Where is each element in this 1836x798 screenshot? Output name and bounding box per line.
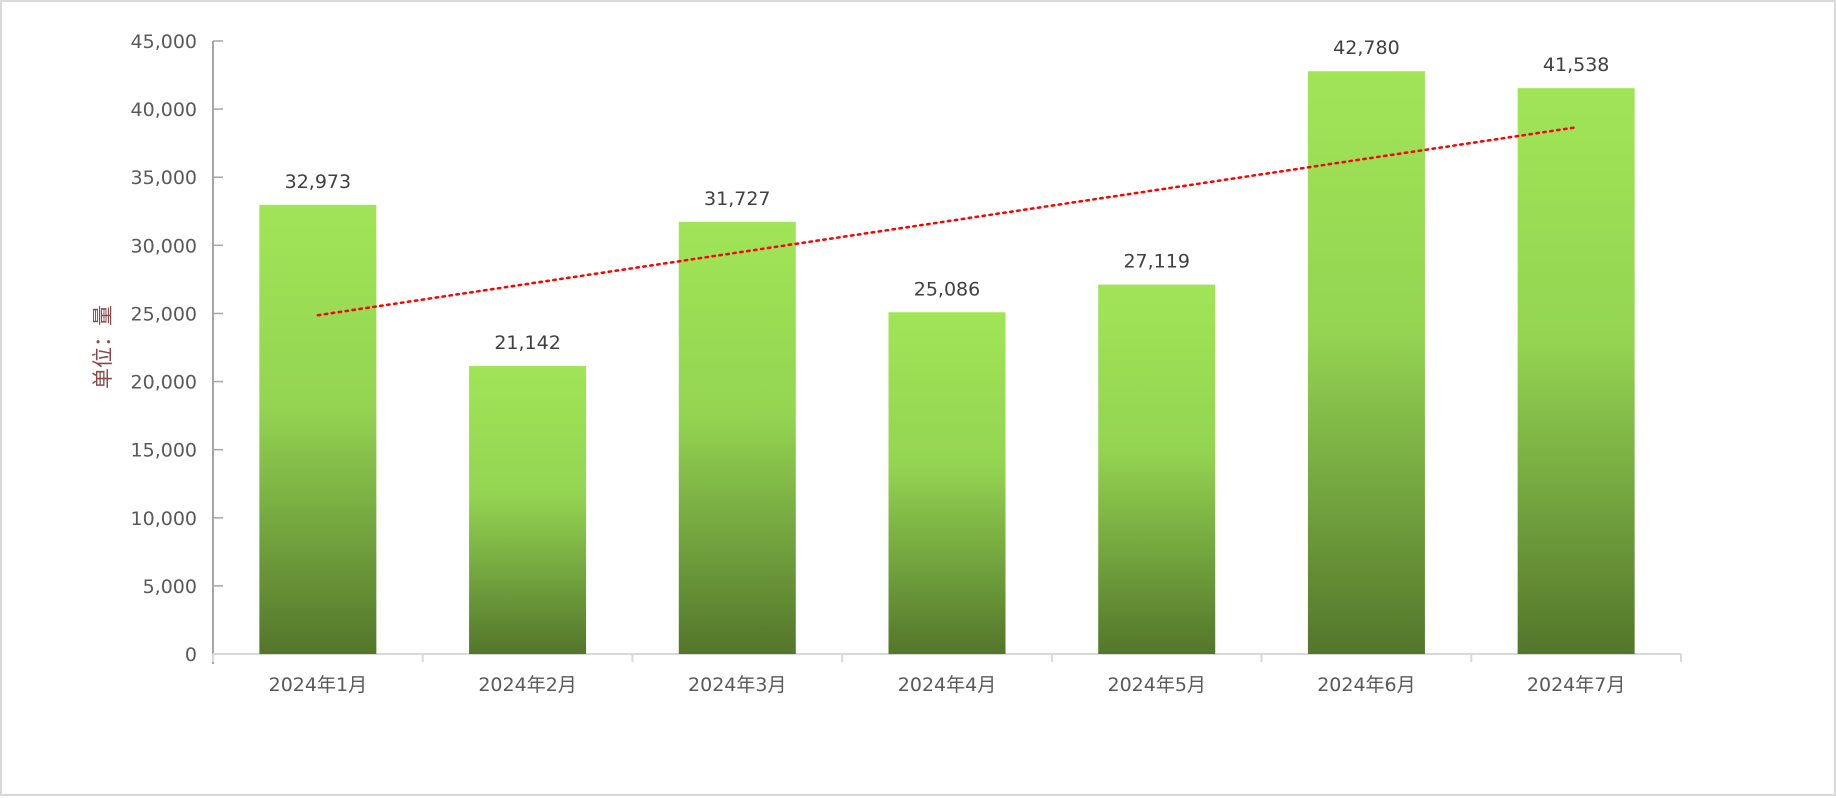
x-tick-label: 2024年6月 (1317, 674, 1415, 696)
y-tick-label: 10,000 (131, 508, 197, 530)
x-tick-label: 2024年7月 (1527, 674, 1625, 696)
y-tick-label: 15,000 (131, 440, 197, 462)
bar (1517, 88, 1635, 654)
data-label: 42,780 (1333, 37, 1399, 59)
bar (259, 204, 377, 654)
data-labels: 32,973 21,142 31,727 25,086 27,119 42,780 41,5… (285, 37, 1610, 354)
y-tick-label: 0 (185, 644, 197, 666)
x-tick-label: 2024年1月 (269, 674, 367, 696)
y-tick-label: 45,000 (131, 31, 197, 53)
x-tick-label: 2024年5月 (1107, 674, 1205, 696)
x-tick-label: 2024年4月 (898, 674, 996, 696)
y-tick-label: 35,000 (131, 167, 197, 189)
data-label: 25,086 (914, 278, 980, 300)
y-axis-title: 单位：量 (91, 305, 115, 389)
x-tick-label: 2024年2月 (478, 674, 576, 696)
y-tick-label: 20,000 (131, 372, 197, 394)
data-label: 31,727 (704, 188, 770, 210)
data-label: 27,119 (1123, 251, 1189, 273)
y-tick-label: 30,000 (131, 235, 197, 257)
bar (1307, 71, 1425, 654)
trendline-line (316, 126, 1578, 317)
bar (469, 365, 587, 654)
data-label: 32,973 (285, 171, 351, 193)
y-axis: 0 5,000 10,000 15,000 20,000 25,000 30,000 35,0… (131, 31, 223, 666)
bar (888, 312, 1006, 654)
bars (259, 71, 1635, 655)
y-tick-label: 5,000 (143, 576, 197, 598)
x-axis: 2024年1月 2024年2月 2024年3月 2024年4月 2024年5月 2024年… (212, 653, 1682, 696)
trendline (316, 126, 1578, 317)
bar (1098, 284, 1216, 654)
bar (678, 221, 796, 655)
data-label: 21,142 (494, 332, 560, 354)
data-label: 41,538 (1543, 54, 1609, 76)
y-tick-label: 25,000 (131, 303, 197, 325)
y-tick-label: 40,000 (131, 99, 197, 121)
x-tick-label: 2024年3月 (688, 674, 786, 696)
